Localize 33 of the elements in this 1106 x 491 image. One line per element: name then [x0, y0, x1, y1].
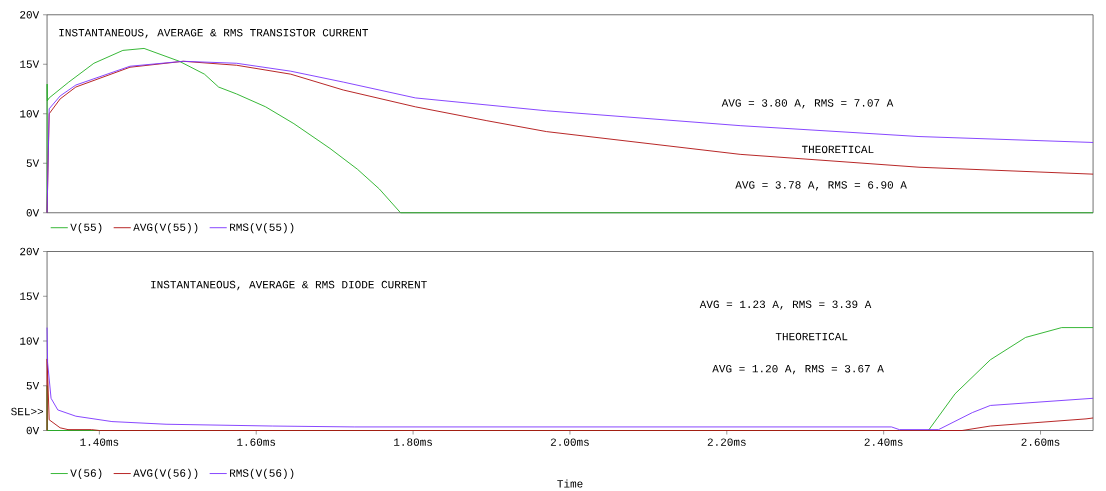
legend-label: V(56) [70, 468, 102, 479]
x-tick-label: 1.80ms [394, 438, 432, 446]
y-tick-label: 15V [20, 60, 40, 68]
legend-label: RMS(V(55)) [230, 222, 294, 234]
y-tick-label: 0V [26, 426, 40, 435]
x-axis-title: Time [557, 479, 583, 488]
y-tick-label: 15V [20, 292, 40, 300]
x-tick-label: 1.60ms [237, 438, 276, 446]
x-tick-label: 1.40ms [80, 438, 119, 446]
x-tick-label: 2.00ms [550, 438, 589, 446]
annotation: AVG = 3.78 A, RMS = 6.90 A [735, 181, 907, 191]
legend-label: RMS(V(56)) [230, 468, 294, 479]
annotation: THEORETICAL [775, 332, 848, 341]
y-tick-label: 10V [20, 109, 40, 118]
x-tick-label: 2.20ms [707, 438, 746, 446]
y-tick-label: 5V [26, 159, 40, 167]
legend-label: V(55) [70, 222, 102, 234]
y-tick-label: 20V [20, 247, 40, 256]
y-tick-label: 5V [26, 381, 40, 390]
y-tick-label: 20V [20, 10, 40, 19]
x-tick-label: 2.60ms [1021, 438, 1060, 446]
y-tick-label: 0V [26, 208, 40, 217]
annotation: THEORETICAL [801, 145, 874, 154]
text: INSTANTANEOUS, AVERAGE & RMS DIODE CURRENT [151, 280, 427, 291]
annotation: AVG = 1.20 A, RMS = 3.67 A [712, 364, 884, 375]
annotation: AVG = 1.23 A, RMS = 3.39 A [699, 300, 872, 310]
annotation: AVG = 3.80 A, RMS = 7.07 A [721, 99, 894, 109]
text: SEL>> [11, 407, 44, 416]
text: INSTANTANEOUS, AVERAGE & RMS TRANSISTOR CURRENT [59, 28, 369, 39]
legend-label: AVG(V(55)) [133, 222, 198, 234]
y-tick-label: 10V [20, 337, 40, 345]
x-tick-label: 2.40ms [864, 438, 903, 446]
legend-label: AVG(V(56)) [133, 468, 198, 479]
